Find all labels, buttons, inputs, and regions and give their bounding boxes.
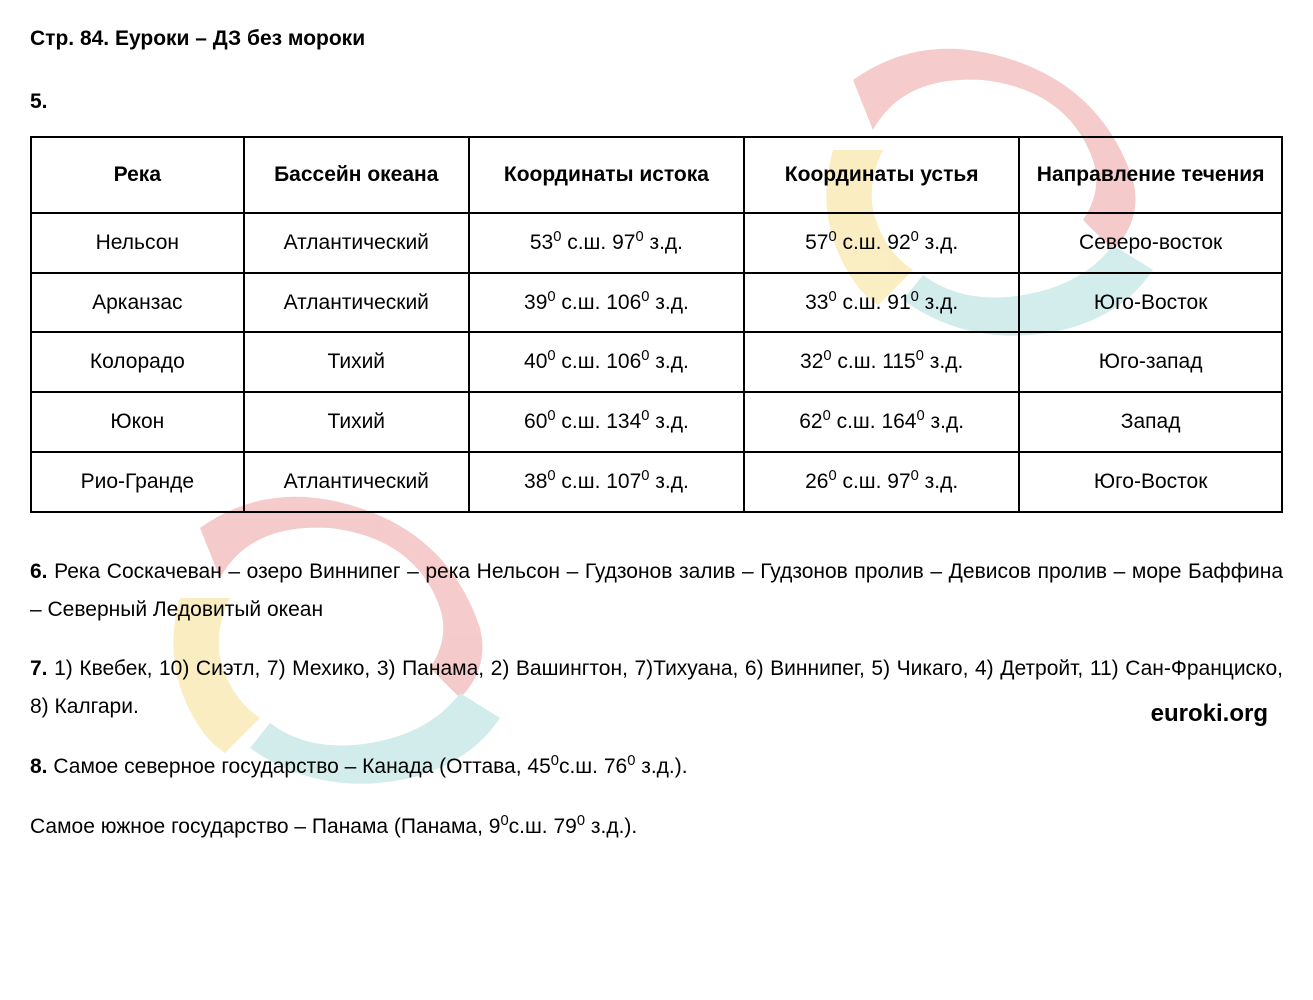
section-8-line2-lat: 9	[489, 815, 501, 838]
cell-source: 390 с.ш. 1060 з.д.	[469, 273, 744, 333]
cell-mouth: 620 с.ш. 1640 з.д.	[744, 392, 1019, 452]
degree-symbol: 0	[500, 813, 508, 829]
section-8-line2-lon-dir: з.д.	[591, 815, 625, 838]
section-8-line2-suffix: ).	[624, 815, 637, 838]
page-header: Стр. 84. Еуроки – ДЗ без мороки	[30, 20, 1283, 58]
section-5-number: 5.	[30, 83, 1283, 121]
section-8-line1-lon: 76	[604, 755, 627, 778]
cell-basin: Тихий	[244, 332, 469, 392]
section-8-number: 8.	[30, 755, 48, 778]
section-8-line1-lat: 45	[527, 755, 550, 778]
col-header-direction: Направление течения	[1019, 137, 1282, 213]
col-header-river: Река	[31, 137, 244, 213]
section-8-line1-lon-dir: з.д.	[641, 755, 675, 778]
table-row: ЮконТихий600 с.ш. 1340 з.д.620 с.ш. 1640…	[31, 392, 1282, 452]
cell-mouth: 260 с.ш. 970 з.д.	[744, 452, 1019, 512]
degree-symbol: 0	[577, 813, 585, 829]
cell-source: 380 с.ш. 1070 з.д.	[469, 452, 744, 512]
col-header-basin: Бассейн океана	[244, 137, 469, 213]
cell-basin: Атлантический	[244, 273, 469, 333]
cell-mouth: 570 с.ш. 920 з.д.	[744, 213, 1019, 273]
cell-direction: Запад	[1019, 392, 1282, 452]
cell-river: Арканзас	[31, 273, 244, 333]
cell-river: Юкон	[31, 392, 244, 452]
cell-source: 530 с.ш. 970 з.д.	[469, 213, 744, 273]
cell-source: 400 с.ш. 1060 з.д.	[469, 332, 744, 392]
cell-river: Колорадо	[31, 332, 244, 392]
cell-direction: Юго-Восток	[1019, 452, 1282, 512]
section-6: 6. Река Соскачеван – озеро Виннипег – ре…	[30, 553, 1283, 629]
col-header-mouth: Координаты устья	[744, 137, 1019, 213]
degree-symbol: 0	[551, 753, 559, 769]
cell-mouth: 330 с.ш. 910 з.д.	[744, 273, 1019, 333]
cell-direction: Северо-восток	[1019, 213, 1282, 273]
table-row: КолорадоТихий400 с.ш. 1060 з.д.320 с.ш. …	[31, 332, 1282, 392]
section-8-line2-lon: 79	[553, 815, 576, 838]
section-6-text: Река Соскачеван – озеро Виннипег – река …	[30, 560, 1283, 621]
table-body: НельсонАтлантический530 с.ш. 970 з.д.570…	[31, 213, 1282, 512]
site-brand: euroki.org	[1151, 692, 1268, 735]
section-8-line2-prefix: Самое южное государство – Панама (Панама…	[30, 815, 489, 838]
cell-river: Рио-Гранде	[31, 452, 244, 512]
section-8-line1-lat-dir: с.ш.	[559, 755, 598, 778]
section-6-number: 6.	[30, 560, 48, 583]
table-row: Рио-ГрандеАтлантический380 с.ш. 1070 з.д…	[31, 452, 1282, 512]
table-row: НельсонАтлантический530 с.ш. 970 з.д.570…	[31, 213, 1282, 273]
cell-basin: Тихий	[244, 392, 469, 452]
cell-basin: Атлантический	[244, 213, 469, 273]
table-header-row: Река Бассейн океана Координаты истока Ко…	[31, 137, 1282, 213]
rivers-table: Река Бассейн океана Координаты истока Ко…	[30, 136, 1283, 513]
section-8-line1: 8. Самое северное государство – Канада (…	[30, 748, 1283, 786]
section-8-line2-lat-dir: с.ш.	[509, 815, 548, 838]
section-7-text: 1) Квебек, 10) Сиэтл, 7) Мехико, 3) Пана…	[30, 657, 1283, 718]
cell-river: Нельсон	[31, 213, 244, 273]
section-8-line2: Самое южное государство – Панама (Панама…	[30, 808, 1283, 846]
section-8-line1-prefix: Самое северное государство – Канада (Отт…	[53, 755, 527, 778]
col-header-source: Координаты истока	[469, 137, 744, 213]
cell-direction: Юго-запад	[1019, 332, 1282, 392]
section-7: 7. 1) Квебек, 10) Сиэтл, 7) Мехико, 3) П…	[30, 650, 1283, 726]
section-7-number: 7.	[30, 657, 48, 680]
cell-mouth: 320 с.ш. 1150 з.д.	[744, 332, 1019, 392]
cell-basin: Атлантический	[244, 452, 469, 512]
cell-direction: Юго-Восток	[1019, 273, 1282, 333]
cell-source: 600 с.ш. 1340 з.д.	[469, 392, 744, 452]
section-8-line1-suffix: ).	[675, 755, 688, 778]
table-row: АрканзасАтлантический390 с.ш. 1060 з.д.3…	[31, 273, 1282, 333]
degree-symbol: 0	[627, 753, 635, 769]
